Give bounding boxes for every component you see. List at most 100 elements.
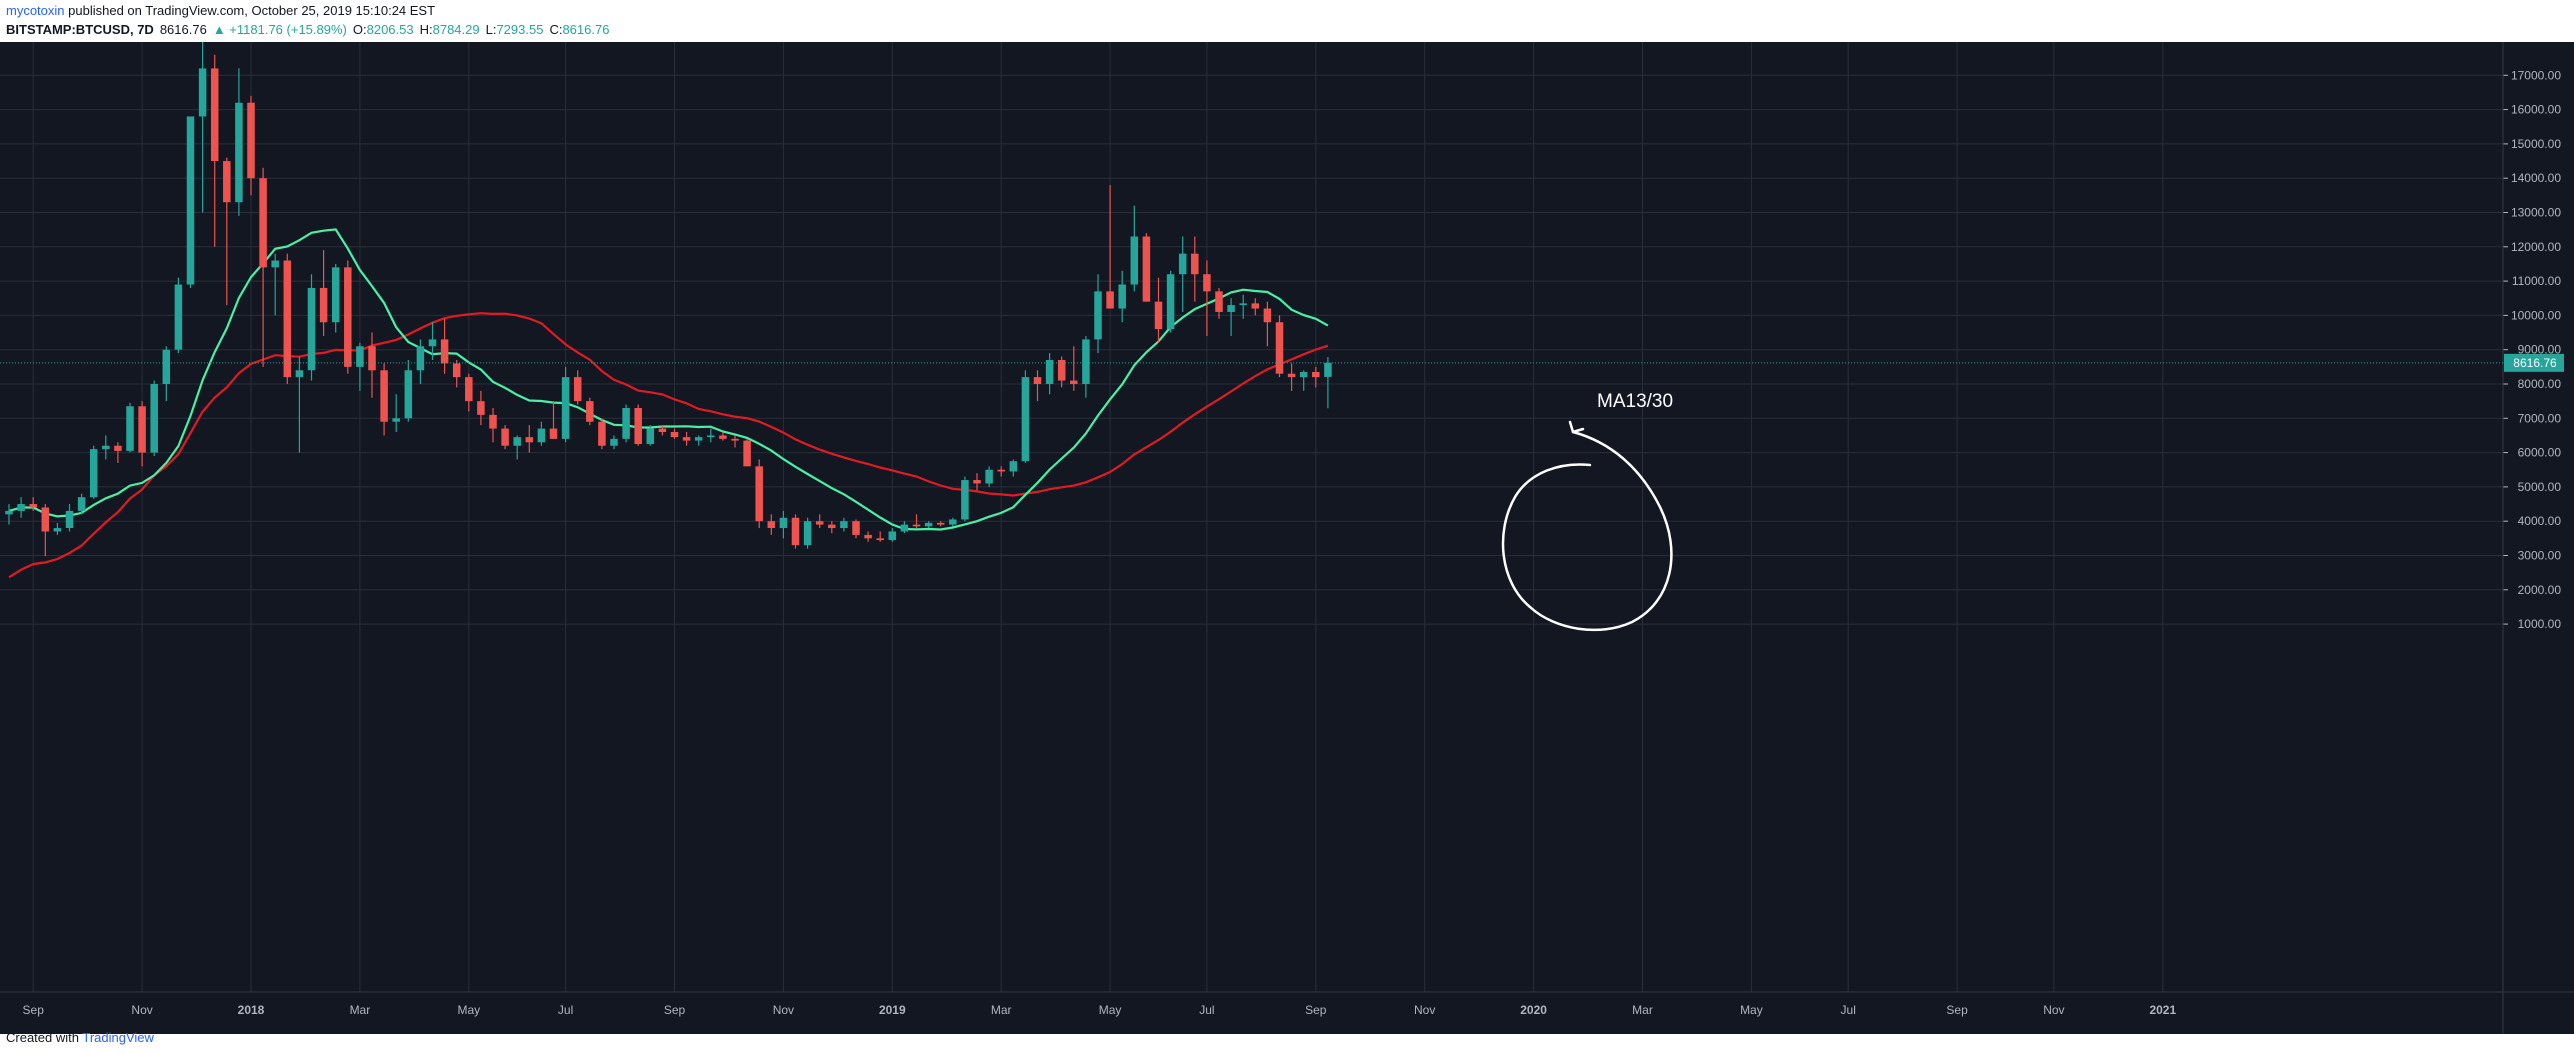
candle bbox=[126, 402, 134, 453]
candle-body bbox=[537, 428, 546, 443]
ma13-line bbox=[8, 228, 1329, 531]
candle-body bbox=[440, 339, 449, 364]
footer: Created with TradingView bbox=[6, 1030, 154, 1045]
candle bbox=[102, 435, 110, 460]
candle bbox=[392, 394, 400, 433]
candle bbox=[670, 428, 679, 439]
candle bbox=[138, 401, 146, 467]
candle bbox=[949, 517, 957, 527]
candle-body bbox=[803, 521, 812, 546]
candle bbox=[489, 408, 497, 443]
y-tick-label: 4000.00 bbox=[2518, 514, 2562, 528]
candle bbox=[573, 370, 582, 405]
publish-text: published on TradingView.com, October 25… bbox=[68, 3, 436, 18]
tradingview-logo-link[interactable]: TradingView bbox=[82, 1030, 154, 1045]
candle bbox=[1045, 353, 1054, 395]
candle bbox=[440, 318, 449, 374]
candle bbox=[404, 359, 413, 422]
candle-body bbox=[186, 116, 195, 285]
candle-body bbox=[815, 521, 824, 525]
y-tick-label: 6000.00 bbox=[2518, 446, 2562, 460]
candle-body bbox=[1263, 308, 1272, 323]
candle bbox=[876, 531, 884, 542]
candle bbox=[719, 432, 727, 441]
candle-body bbox=[1299, 371, 1308, 378]
candle-body bbox=[344, 267, 352, 367]
candle-body bbox=[1082, 339, 1090, 384]
candle bbox=[828, 521, 836, 534]
candle bbox=[307, 274, 316, 381]
candle bbox=[936, 521, 945, 527]
candle bbox=[1033, 370, 1042, 402]
candle bbox=[985, 466, 993, 487]
candle bbox=[1275, 315, 1284, 378]
candle-body bbox=[658, 428, 667, 433]
candle bbox=[356, 342, 364, 391]
candle bbox=[852, 519, 860, 539]
x-tick-label: Nov bbox=[773, 1003, 794, 1017]
x-tick-label: Jul bbox=[1199, 1003, 1214, 1017]
candle bbox=[344, 260, 352, 374]
candle-body bbox=[1021, 377, 1030, 462]
y-tick-label: 5000.00 bbox=[2518, 480, 2562, 494]
ma30-line bbox=[8, 312, 1329, 579]
candle bbox=[610, 435, 618, 450]
candle bbox=[997, 466, 1005, 477]
candle bbox=[17, 497, 25, 518]
candle-body bbox=[682, 437, 691, 441]
high-label: H: bbox=[419, 22, 433, 37]
candle-body bbox=[1239, 303, 1247, 306]
candle-body bbox=[271, 260, 279, 268]
candle-body bbox=[1094, 291, 1102, 340]
x-tick-label: 2019 bbox=[879, 1003, 906, 1017]
candle-body bbox=[707, 435, 715, 438]
candle bbox=[767, 514, 776, 535]
candle bbox=[1106, 185, 1114, 309]
candle bbox=[1324, 357, 1332, 409]
candle-body bbox=[1215, 291, 1223, 312]
candle-body bbox=[573, 377, 582, 402]
candle bbox=[900, 521, 909, 534]
y-tick-label: 11000.00 bbox=[2512, 274, 2561, 288]
author-link[interactable]: mycotoxin bbox=[6, 3, 65, 18]
price-chart[interactable]: 1000.00 2000.00 3000.00 4000.00 5000.00 6000.… bbox=[0, 42, 2574, 1034]
candle-body bbox=[404, 370, 413, 419]
candle-body bbox=[755, 466, 763, 522]
candle bbox=[682, 432, 691, 446]
candle bbox=[1178, 236, 1187, 312]
candle-body bbox=[247, 102, 255, 179]
candle bbox=[1287, 363, 1296, 391]
candle-body bbox=[731, 438, 739, 441]
candle-body bbox=[331, 267, 340, 323]
candle-body bbox=[53, 528, 62, 532]
x-tick-label: Sep bbox=[23, 1003, 45, 1017]
candle-body bbox=[126, 406, 134, 451]
candle-body bbox=[428, 339, 437, 347]
candle-body bbox=[985, 469, 993, 484]
candle-body bbox=[283, 260, 292, 378]
y-tick-label: 12000.00 bbox=[2511, 240, 2561, 254]
y-tick-label: 8000.00 bbox=[2518, 377, 2562, 391]
candle bbox=[477, 390, 485, 426]
annotation-arrowhead bbox=[1568, 420, 1585, 434]
candle bbox=[658, 425, 667, 436]
candle-body bbox=[17, 504, 25, 511]
candle-body bbox=[1275, 322, 1284, 374]
candle-body bbox=[525, 437, 534, 443]
candle bbox=[501, 425, 509, 450]
candle bbox=[5, 504, 13, 525]
candle bbox=[973, 473, 981, 491]
candle-body bbox=[501, 428, 509, 446]
candle bbox=[210, 54, 219, 247]
candle-body bbox=[949, 519, 957, 525]
candle-body bbox=[307, 287, 316, 371]
annotation-circle bbox=[1501, 430, 1673, 632]
candle bbox=[586, 397, 594, 426]
annotation-label: MA13/30 bbox=[1597, 391, 1673, 412]
candle bbox=[1057, 356, 1066, 388]
x-tick-label: Mar bbox=[350, 1003, 371, 1017]
candle bbox=[162, 346, 171, 402]
candle-body bbox=[561, 377, 570, 439]
candle-body bbox=[1154, 301, 1163, 330]
candle bbox=[29, 497, 37, 511]
